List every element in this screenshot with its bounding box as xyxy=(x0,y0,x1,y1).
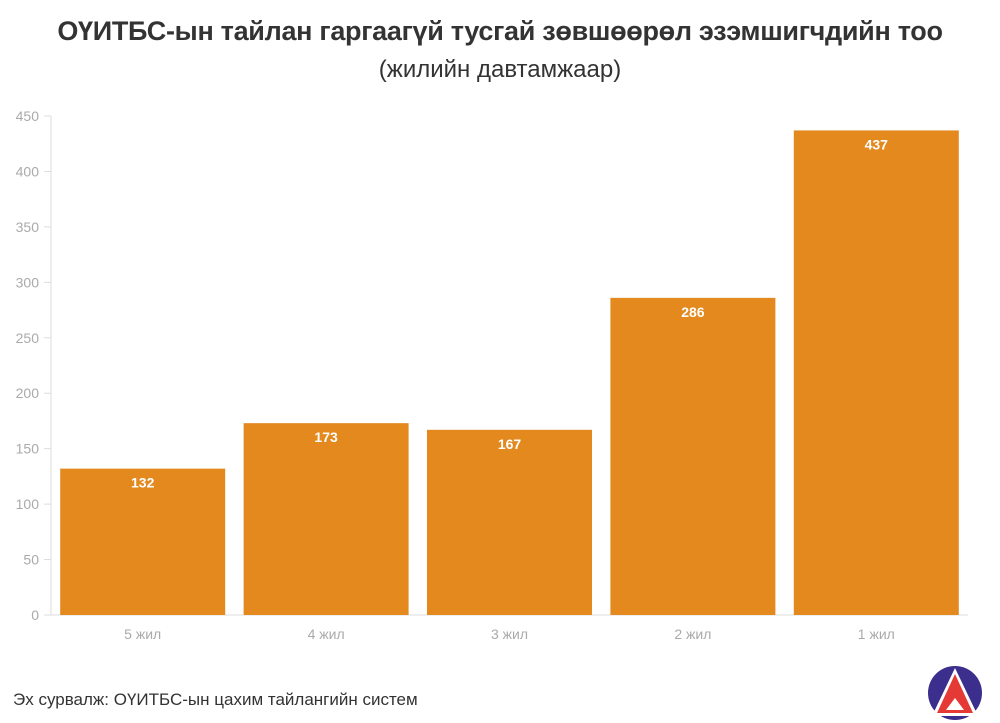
y-tick-label: 100 xyxy=(16,496,40,512)
bar xyxy=(60,468,226,615)
bar-chart: 0 50 100 150 200 250 300 350 400 450 132 5 жил 173 4 … xyxy=(16,108,968,642)
x-tick-label: 5 жил xyxy=(124,626,161,642)
bar xyxy=(610,297,776,615)
data-label: 132 xyxy=(131,475,155,491)
chart-title: ОҮИТБС-ын тайлан гаргаагүй тусгай зөвшөө… xyxy=(57,16,943,46)
y-tick-label: 150 xyxy=(16,441,40,457)
y-tick-label: 450 xyxy=(16,108,40,124)
y-tick-label: 350 xyxy=(16,219,40,235)
bar xyxy=(243,423,409,615)
y-tick-label: 400 xyxy=(16,163,40,179)
y-tick-label: 0 xyxy=(31,607,39,623)
bar xyxy=(427,429,592,615)
x-tick-label: 1 жил xyxy=(858,626,895,642)
x-tick-label: 4 жил xyxy=(308,626,345,642)
x-tick-label: 2 жил xyxy=(674,626,711,642)
bar xyxy=(793,130,959,615)
y-tick-label: 300 xyxy=(16,274,40,290)
x-tick-label: 3 жил xyxy=(491,626,528,642)
data-label: 437 xyxy=(865,136,889,152)
source-note: Эх сурвалж: ОҮИТБС-ын цахим тайлангийн с… xyxy=(13,690,418,709)
y-tick-label: 250 xyxy=(16,330,40,346)
chart-subtitle: (жилийн давтамжаар) xyxy=(378,56,622,83)
data-label: 167 xyxy=(498,436,522,452)
data-label: 286 xyxy=(681,304,705,320)
y-tick-label: 200 xyxy=(16,385,40,401)
data-label: 173 xyxy=(314,429,338,445)
y-tick-label: 50 xyxy=(23,552,39,568)
organization-logo xyxy=(925,661,985,721)
